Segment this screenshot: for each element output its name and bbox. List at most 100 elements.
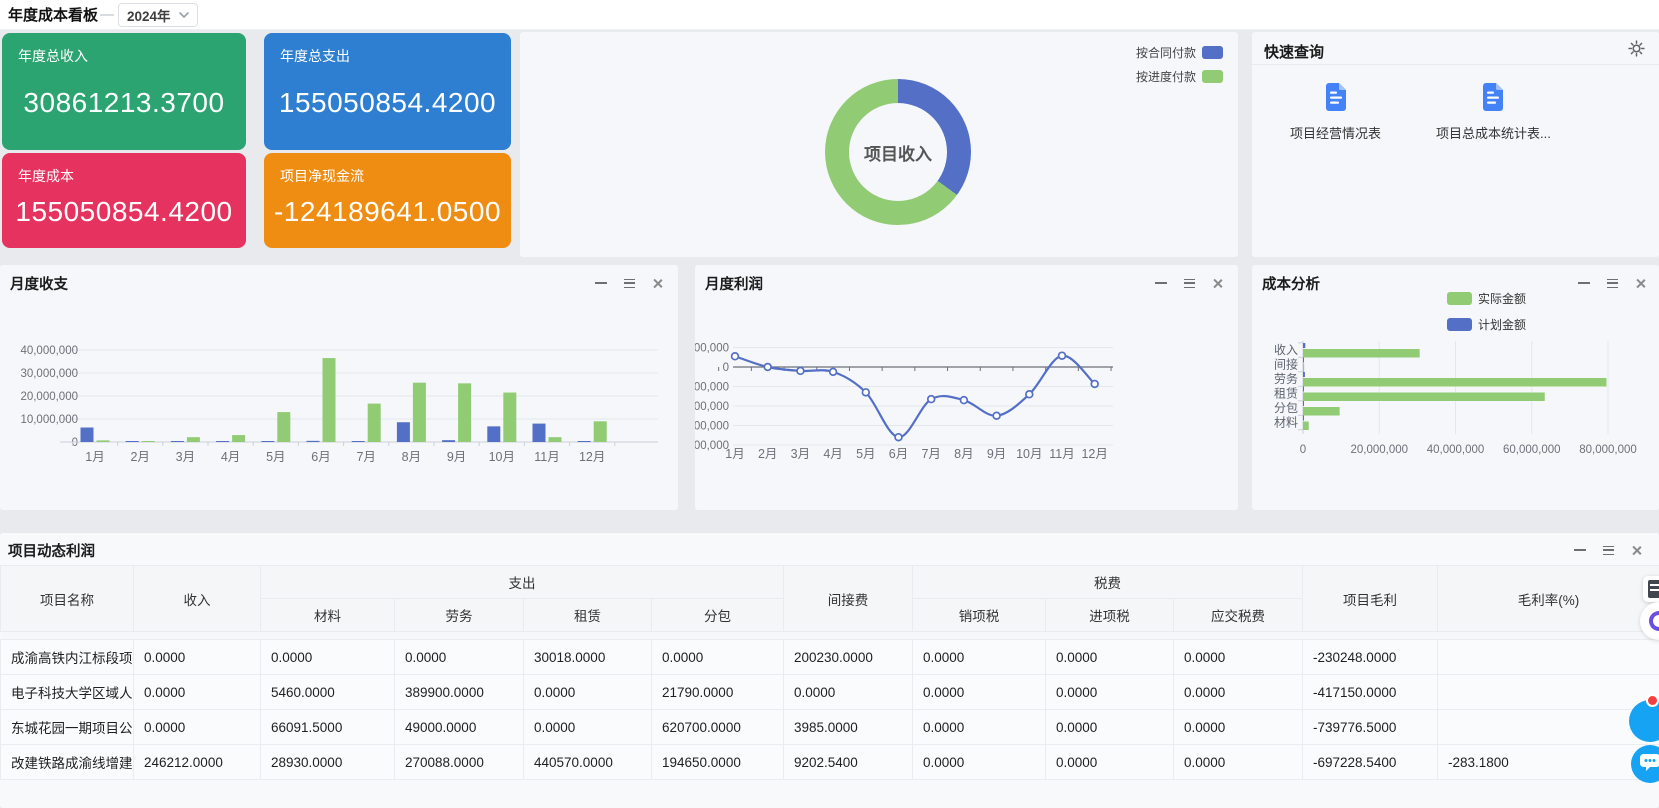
legend-swatch <box>1202 46 1223 59</box>
table-cell: -230248.0000 <box>1302 639 1439 675</box>
legend-swatch <box>1447 292 1472 305</box>
minimize-button[interactable] <box>1154 276 1168 290</box>
svg-text:1月: 1月 <box>85 450 104 464</box>
svg-text:10月: 10月 <box>1016 447 1042 461</box>
table-row[interactable]: 东城花园一期项目公寓 0.0000 66091.5000 49000.0000 0.00… <box>0 709 1659 745</box>
dynamic-profit-panel: 项目动态利润 项目名称 收入 支出 间接费 税费 项目毛利 毛利率(%) 材料 劳务 租赁 分包 销项… <box>0 533 1659 808</box>
svg-text:60,000,000: 60,000,000 <box>1503 444 1561 456</box>
table-cell: 21790.0000 <box>651 674 784 710</box>
svg-text:11月: 11月 <box>1049 447 1074 461</box>
shortcut-label: 项目经营情况表 <box>1290 126 1382 141</box>
quick-shortcut[interactable]: 项目经营情况表 <box>1290 82 1381 142</box>
table-cell: 194650.0000 <box>651 744 784 780</box>
mini-tool-widget[interactable] <box>1643 576 1659 602</box>
legend-item[interactable]: 按进度付款 <box>1136 68 1223 85</box>
legend-label: 实际金额 <box>1478 292 1527 306</box>
document-icon <box>1480 82 1506 117</box>
menu-button[interactable] <box>1182 276 1196 290</box>
table-header-cell: 间接费 <box>783 565 913 632</box>
table-cell: 30018.0000 <box>523 639 652 675</box>
svg-text:8月: 8月 <box>954 447 973 461</box>
window-controls <box>594 276 664 290</box>
legend-item[interactable]: 计划金额 <box>1447 316 1526 333</box>
table-cell: 成渝高铁内江标段项目 <box>0 639 134 675</box>
kpi-value: -124189641.0500 <box>273 196 502 227</box>
menu-button[interactable] <box>1601 543 1615 557</box>
svg-text:4月: 4月 <box>221 450 240 464</box>
table-header-cell: 项目名称 <box>0 565 134 632</box>
minimize-button[interactable] <box>1577 276 1591 290</box>
kpi-value: 155050854.4200 <box>278 87 497 118</box>
cost-analysis-bar-chart[interactable]: 0 20,000,000 40,000,000 60,000,000 80,000,00… <box>1252 337 1659 510</box>
svg-text:40,000,000: 40,000,000 <box>20 345 78 357</box>
table-header-cell: 收入 <box>133 565 261 632</box>
table-cell <box>1437 674 1659 710</box>
table-cell <box>1437 709 1659 745</box>
svg-text:20,000,000: 20,000,000 <box>20 391 78 403</box>
quick-shortcut[interactable]: 项目总成本统计表... <box>1436 82 1551 142</box>
purple-ring-icon <box>1645 607 1659 635</box>
table-cell: -739776.5000 <box>1302 709 1439 745</box>
menu-button[interactable] <box>622 276 636 290</box>
kpi-label: 年度总支出 <box>280 48 350 64</box>
svg-text:5月: 5月 <box>266 450 285 464</box>
svg-text:租赁: 租赁 <box>1274 387 1298 401</box>
close-button[interactable] <box>650 276 664 290</box>
topbar: 年度成本看板 2024年 <box>0 0 1659 30</box>
donut-center: 项目收入 <box>849 103 947 201</box>
legend-item[interactable]: 实际金额 <box>1447 290 1526 307</box>
table-header-cell: 毛利率(%) <box>1437 565 1659 632</box>
table-header-row: 项目名称 收入 支出 间接费 税费 项目毛利 毛利率(%) <box>0 565 1659 632</box>
menu-button[interactable] <box>1605 276 1619 290</box>
message-button[interactable] <box>1629 700 1659 742</box>
year-select[interactable]: 2024年 <box>118 2 199 27</box>
table-cell: 0.0000 <box>523 709 652 745</box>
svg-text:4月: 4月 <box>823 447 842 461</box>
svg-text:1月: 1月 <box>725 447 744 461</box>
close-button[interactable] <box>1210 276 1224 290</box>
kpi-card: 年度总支出 155050854.4200 <box>264 33 511 150</box>
table-row[interactable]: 成渝高铁内江标段项目 0.0000 0.0000 0.0000 30018.0000 0.… <box>0 639 1659 675</box>
svg-text:0: 0 <box>1300 444 1306 456</box>
chevron-down-icon <box>179 6 189 24</box>
table-header-cell: 材料 <box>260 598 395 632</box>
kpi-label: 年度成本 <box>18 168 74 184</box>
svg-text:10,000,000: 10,000,000 <box>20 414 78 426</box>
svg-text:40,000,000: 40,000,000 <box>1427 444 1485 456</box>
divider <box>1252 64 1659 65</box>
monthly-profit-line-chart[interactable]: 10,000,000 0 -10,000,000 -20,000,000 -30,000… <box>695 297 1238 507</box>
table-cell: 0.0000 <box>651 639 784 675</box>
minimize-button[interactable] <box>594 276 608 290</box>
svg-text:-40,000,000: -40,000,000 <box>695 440 729 452</box>
table-cell: -283.1800 <box>1437 744 1659 780</box>
svg-text:6月: 6月 <box>311 450 330 464</box>
chat-button[interactable] <box>1631 745 1659 783</box>
table-cell: 3985.0000 <box>783 709 913 745</box>
monthly-cash-bar-chart[interactable]: 0 10,000,000 20,000,000 30,000,000 40,000,00… <box>0 297 678 507</box>
table-row[interactable]: 改建铁路成渝线增建第 246212.0000 28930.0000 270088.00… <box>0 744 1659 780</box>
close-button[interactable] <box>1629 543 1643 557</box>
table-cell: 0.0000 <box>133 709 261 745</box>
legend-item[interactable]: 按合同付款 <box>1136 44 1223 61</box>
donut-legend: 按合同付款按进度付款 <box>1136 44 1223 85</box>
table-cell: 200230.0000 <box>783 639 913 675</box>
svg-text:-20,000,000: -20,000,000 <box>695 401 729 413</box>
legend-label: 按合同付款 <box>1135 46 1196 60</box>
svg-text:2月: 2月 <box>130 450 149 464</box>
year-select-value: 2024年 <box>127 8 171 24</box>
table-header-cell: 分包 <box>651 598 784 632</box>
cost-analysis-title: 成本分析 <box>1262 277 1320 293</box>
svg-text:0: 0 <box>72 437 78 449</box>
close-button[interactable] <box>1633 276 1647 290</box>
brand-logo-widget[interactable] <box>1640 602 1659 640</box>
table-cell: 0.0000 <box>1172 674 1304 710</box>
minimize-button[interactable] <box>1573 543 1587 557</box>
table-cell: -697228.5400 <box>1302 744 1439 780</box>
kpi-label: 项目净现金流 <box>280 168 364 184</box>
project-income-donut-chart[interactable]: 项目收入 <box>825 79 971 225</box>
table-row[interactable]: 电子科技大学区域人行 0.0000 5460.0000 389900.0000 0.00… <box>0 674 1659 710</box>
cost-analysis-panel: 成本分析 实际金额 计划金额 0 20,000,000 40,000,000 60,00… <box>1252 265 1659 510</box>
gear-icon[interactable] <box>1628 40 1645 62</box>
dynamic-profit-title: 项目动态利润 <box>8 544 95 560</box>
